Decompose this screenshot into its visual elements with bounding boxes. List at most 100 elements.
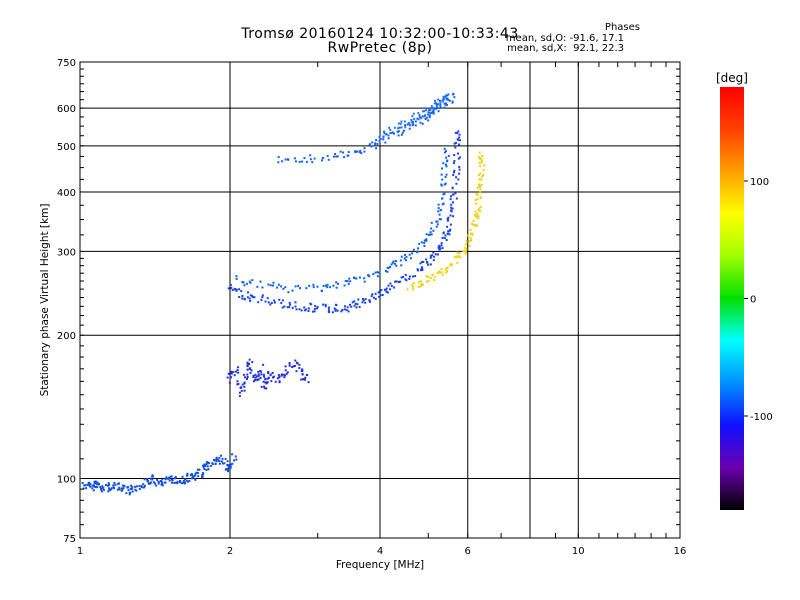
data-point (127, 489, 130, 492)
data-point (191, 473, 194, 476)
data-point (426, 261, 429, 264)
data-point (93, 482, 96, 485)
data-point (295, 370, 298, 373)
data-point (118, 486, 121, 489)
data-point (309, 302, 312, 305)
data-point (429, 109, 432, 112)
data-point (451, 101, 454, 104)
data-point (240, 389, 243, 392)
data-point (387, 267, 390, 270)
data-point (397, 122, 400, 125)
data-point (271, 371, 274, 374)
data-point (168, 479, 171, 482)
data-point (198, 468, 201, 471)
data-point (437, 210, 440, 213)
data-point (242, 281, 245, 284)
data-point (278, 376, 281, 379)
data-point (478, 156, 481, 159)
data-point (312, 283, 315, 286)
data-point (472, 223, 475, 226)
data-point (186, 480, 189, 483)
data-point (284, 369, 287, 372)
data-point (267, 376, 270, 379)
data-point (425, 258, 428, 261)
data-point (374, 292, 377, 295)
data-point (370, 145, 373, 148)
data-point (437, 203, 440, 206)
data-point (241, 294, 244, 297)
data-point (288, 362, 291, 365)
data-point (389, 282, 392, 285)
data-point (251, 296, 254, 299)
data-point (406, 123, 409, 126)
data-point (343, 284, 346, 287)
data-point (302, 378, 305, 381)
data-point (455, 255, 458, 258)
data-point (246, 361, 249, 364)
data-point (326, 286, 329, 289)
data-point (324, 303, 327, 306)
data-point (150, 477, 153, 480)
data-point (479, 191, 482, 194)
data-point (92, 484, 95, 487)
data-point (298, 160, 301, 163)
data-point (406, 288, 409, 291)
data-point (409, 124, 412, 127)
data-point (378, 271, 381, 274)
data-point (464, 251, 467, 254)
data-point (413, 117, 416, 120)
data-point (424, 118, 427, 121)
data-point (443, 151, 446, 154)
data-point (403, 257, 406, 260)
data-point (94, 480, 97, 483)
data-point (243, 382, 246, 385)
data-point (322, 284, 325, 287)
data-point (419, 262, 422, 265)
data-point (335, 155, 338, 158)
data-point (433, 107, 436, 110)
data-point (437, 110, 440, 113)
data-point (300, 378, 303, 381)
data-point (400, 255, 403, 258)
data-point (152, 481, 155, 484)
data-point (451, 186, 454, 189)
data-point (211, 462, 214, 465)
data-point (101, 485, 104, 488)
data-point (324, 305, 327, 308)
data-point (443, 147, 446, 150)
data-point (478, 183, 481, 186)
data-point (131, 486, 134, 489)
data-point (304, 376, 307, 379)
data-point (173, 477, 176, 480)
data-point (348, 303, 351, 306)
data-point (445, 271, 448, 274)
data-point (87, 482, 90, 485)
data-point (340, 310, 343, 313)
data-point (442, 231, 445, 234)
data-point (474, 210, 477, 213)
data-point (449, 264, 452, 267)
data-point (267, 301, 270, 304)
data-point (361, 301, 364, 304)
data-point (250, 369, 253, 372)
data-point (224, 468, 227, 471)
data-point (257, 378, 260, 381)
data-point (100, 490, 103, 493)
data-point (423, 244, 426, 247)
data-point (476, 193, 479, 196)
data-point (215, 458, 218, 461)
data-point (432, 259, 435, 262)
data-point (307, 307, 310, 310)
data-point (475, 202, 478, 205)
data-point (419, 121, 422, 124)
data-point (185, 479, 188, 482)
data-point (463, 250, 466, 253)
data-point (430, 112, 433, 115)
data-point (205, 468, 208, 471)
data-point (436, 107, 439, 110)
data-point (428, 114, 431, 117)
data-point (238, 295, 241, 298)
data-point (281, 160, 284, 163)
data-point (438, 213, 441, 216)
data-point (404, 278, 407, 281)
